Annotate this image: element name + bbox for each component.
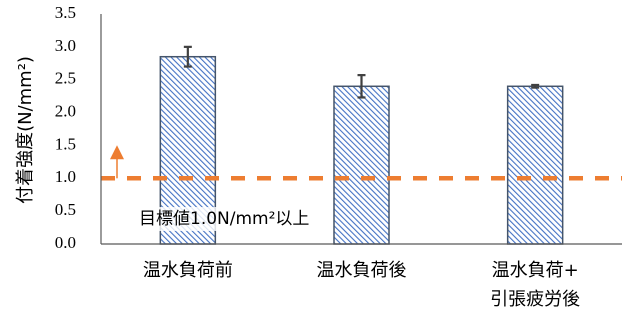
y-tick-label: 3.5 <box>55 3 76 22</box>
category-label: 引張疲労後 <box>490 289 580 310</box>
error-bar <box>357 74 366 99</box>
y-tick-label: 1.0 <box>55 167 76 186</box>
threshold-arrow-head <box>110 145 124 160</box>
category-label: 温水負荷+ <box>492 260 579 281</box>
error-bar <box>183 45 192 68</box>
y-tick-label: 2.5 <box>55 69 76 88</box>
y-tick-label: 0.0 <box>55 233 76 252</box>
threshold-label-bg <box>136 207 313 231</box>
y-tick-label: 3.0 <box>55 36 76 55</box>
category-label: 温水負荷前 <box>143 260 233 281</box>
category-label: 温水負荷後 <box>317 260 407 281</box>
threshold-label: 目標値1.0N/mm²以上 <box>139 209 309 229</box>
y-axis-label: 付着強度(N/mm²) <box>15 56 36 204</box>
bar <box>506 85 564 245</box>
y-tick-label: 0.5 <box>55 200 76 219</box>
bar <box>333 85 390 245</box>
y-tick-label: 1.5 <box>55 134 76 153</box>
error-bar <box>531 83 540 89</box>
y-tick-label: 2.0 <box>55 101 76 120</box>
